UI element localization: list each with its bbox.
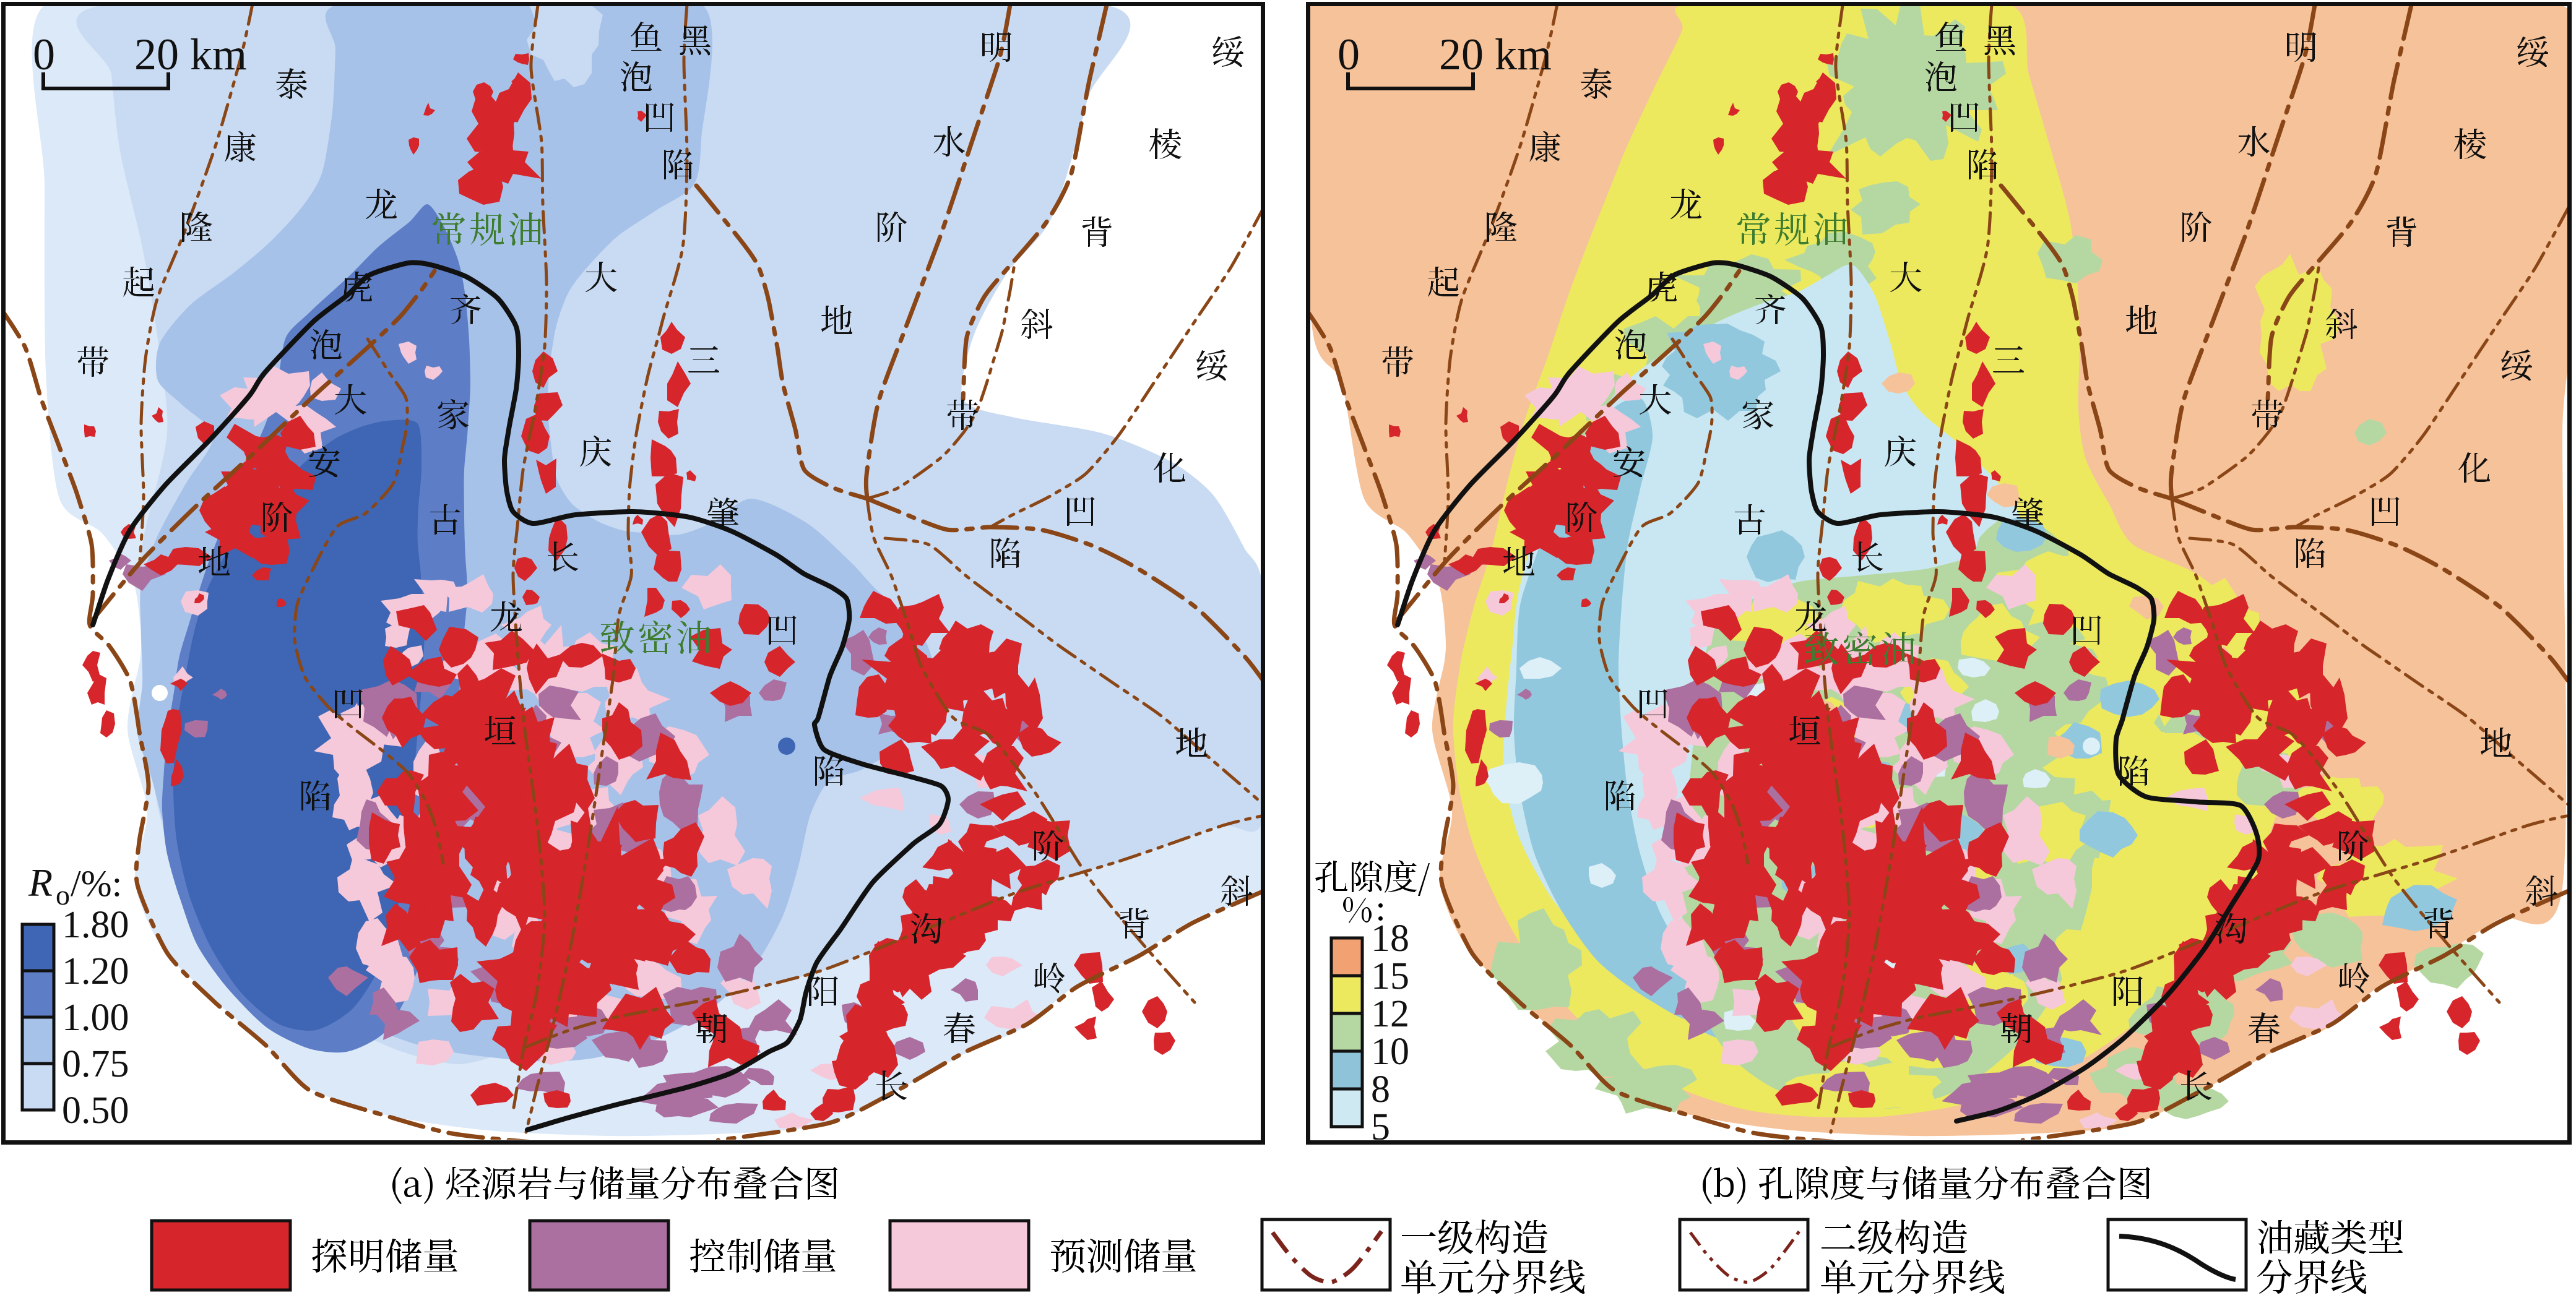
svg-text:R: R: [28, 861, 53, 905]
svg-text:/%:: /%:: [71, 863, 122, 904]
svg-text:0.75: 0.75: [62, 1043, 129, 1085]
svg-text:8: 8: [1371, 1069, 1390, 1111]
svg-text:15: 15: [1371, 955, 1409, 997]
svg-text:1.80: 1.80: [62, 904, 129, 946]
svg-text:o: o: [56, 879, 70, 911]
svg-text:5: 5: [1371, 1106, 1390, 1148]
svg-text:1.00: 1.00: [62, 997, 129, 1039]
svg-text:12: 12: [1371, 993, 1409, 1035]
svg-text:10: 10: [1371, 1031, 1409, 1073]
svg-text:18: 18: [1371, 918, 1409, 960]
svg-text:0.50: 0.50: [62, 1090, 129, 1132]
svg-text:1.20: 1.20: [62, 950, 129, 992]
